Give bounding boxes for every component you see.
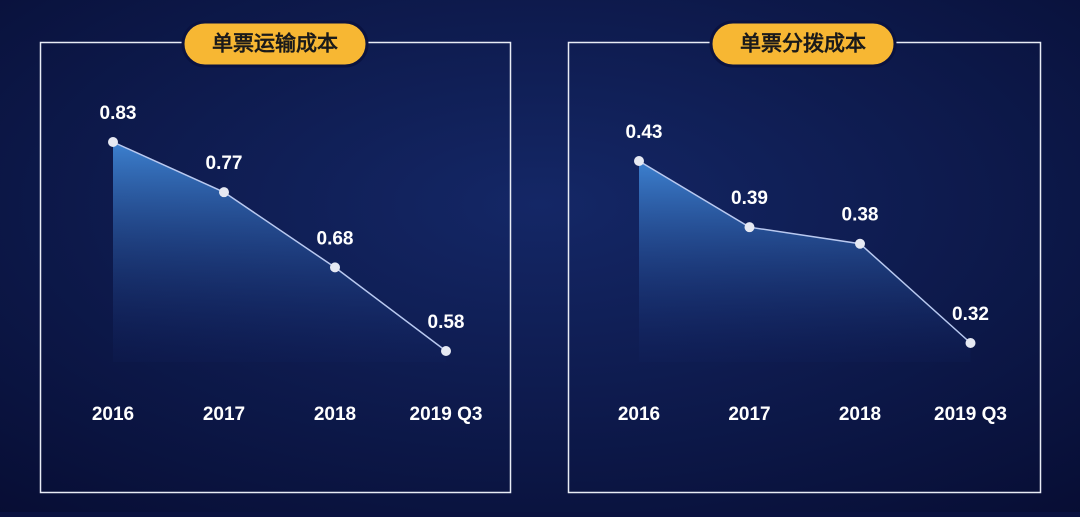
line bbox=[112, 141, 447, 352]
point bbox=[219, 187, 229, 198]
chart-title: 单票分拨成本 bbox=[740, 32, 866, 56]
data-label: 0.32 bbox=[952, 304, 989, 325]
x-tick-label: 2018 bbox=[839, 404, 881, 425]
point bbox=[855, 238, 865, 249]
x-tick-label: 2019 Q3 bbox=[410, 404, 483, 425]
x-tick-label: 2017 bbox=[728, 404, 770, 425]
x-tick-label: 2016 bbox=[92, 404, 134, 425]
data-label: 0.68 bbox=[317, 228, 354, 249]
data-label: 0.58 bbox=[428, 312, 465, 333]
point bbox=[965, 338, 976, 348]
data-label: 0.38 bbox=[842, 205, 879, 226]
point bbox=[634, 156, 644, 166]
title-badge bbox=[181, 20, 369, 68]
point bbox=[744, 222, 755, 233]
x-tick-label: 2019 Q3 bbox=[934, 404, 1007, 425]
point bbox=[330, 262, 340, 273]
chart-title: 单票运输成本 bbox=[212, 32, 338, 56]
x-tick-label: 2017 bbox=[203, 404, 245, 425]
area bbox=[113, 142, 446, 362]
line bbox=[638, 160, 972, 344]
point bbox=[441, 346, 451, 356]
data-label: 0.83 bbox=[100, 103, 137, 124]
x-tick-label: 2016 bbox=[618, 404, 660, 425]
data-label: 0.39 bbox=[731, 188, 768, 209]
data-label: 0.43 bbox=[626, 122, 663, 143]
x-tick-label: 2018 bbox=[314, 404, 356, 425]
point bbox=[108, 137, 118, 147]
data-label: 0.77 bbox=[206, 153, 243, 174]
title-badge bbox=[709, 20, 897, 68]
